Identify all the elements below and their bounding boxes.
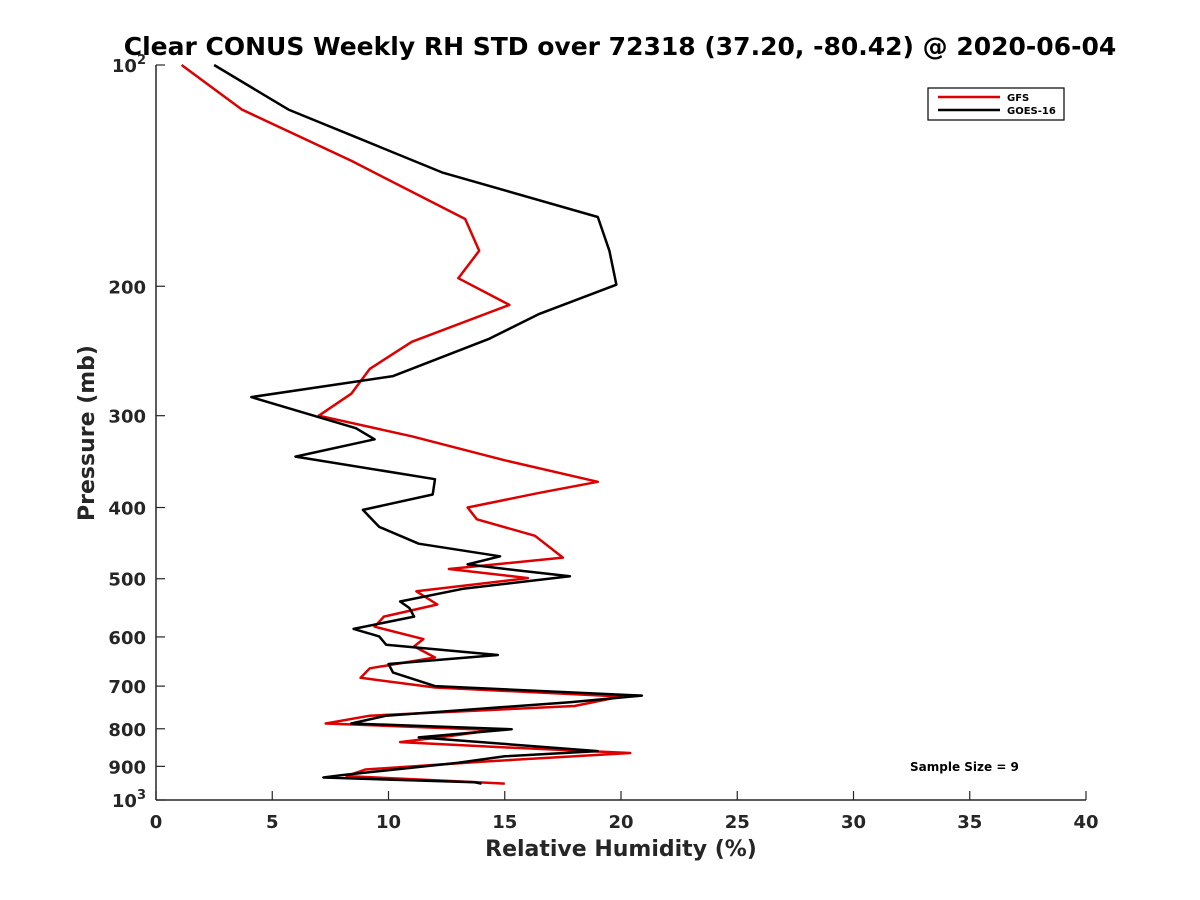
y-tick-label: 500 [108,570,146,591]
series-line-gfs [180,63,632,785]
x-axis-ticks: 0 5 10 15 20 25 30 35 40 [150,791,1099,833]
series-line-goes-16 [213,63,644,785]
x-tick-label: 20 [608,812,633,833]
y-axis-label: Pressure (mb) [75,345,100,521]
chart-title: Clear CONUS Weekly RH STD over 72318 (37… [124,32,1117,61]
y-tick-label: 900 [108,757,146,778]
y-axis-ticks: 102 200 300 400 500 600 700 800 900 103 [108,53,165,812]
y-tick-label: 102 [112,53,146,77]
x-tick-label: 40 [1073,812,1098,833]
legend-label-goes16: GOES-16 [1007,106,1056,117]
series-layer [180,63,644,785]
y-tick-label: 200 [108,277,146,298]
x-axis-label: Relative Humidity (%) [485,837,757,862]
x-tick-label: 10 [376,812,401,833]
legend-box [927,87,1065,121]
y-tick-label: 600 [108,628,146,649]
sample-size-annotation: Sample Size = 9 [910,760,1019,774]
legend: GFS GOES-16 [927,87,1065,121]
legend-label-gfs: GFS [1007,93,1029,104]
x-tick-label: 30 [841,812,866,833]
y-tick-label: 400 [108,499,146,520]
y-tick-label: 300 [108,407,146,428]
y-tick-label: 700 [108,677,146,698]
x-tick-label: 35 [957,812,982,833]
x-tick-label: 25 [725,812,750,833]
y-tick-label: 800 [108,720,146,741]
x-tick-label: 5 [266,812,279,833]
y-tick-label: 103 [112,788,146,812]
x-tick-label: 0 [150,812,163,833]
x-tick-label: 15 [492,812,517,833]
